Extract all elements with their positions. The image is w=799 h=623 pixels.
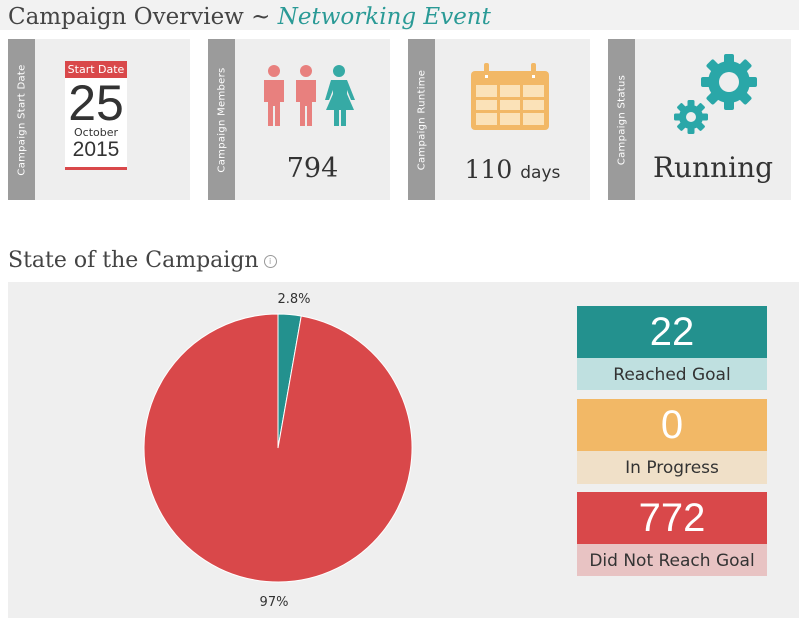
title-prefix: Campaign Overview ~ bbox=[8, 4, 278, 30]
members-card: Campaign Members 794 bbox=[208, 39, 390, 200]
runtime-tab: Campaign Runtime bbox=[408, 39, 435, 200]
start-day: 25 bbox=[68, 75, 124, 131]
runtime-card: Campaign Runtime 110 days bbox=[408, 39, 590, 200]
not-reached-label: Did Not Reach Goal bbox=[577, 544, 767, 576]
not-reached-count: 772 bbox=[577, 492, 767, 544]
reached-count: 22 bbox=[577, 306, 767, 358]
status-tab: Campaign Status bbox=[608, 39, 635, 200]
reached-label: Reached Goal bbox=[577, 358, 767, 390]
event-name: Networking Event bbox=[277, 4, 491, 30]
pie-label-reached: 2.8% bbox=[277, 292, 310, 307]
start-date-tab: Campaign Start Date bbox=[8, 39, 35, 200]
status-card: Campaign Status Running bbox=[608, 39, 791, 200]
status-value: Running bbox=[652, 151, 774, 184]
calendar-icon bbox=[471, 63, 549, 130]
calendar-date-icon: Start Date 25 October 2015 bbox=[65, 61, 127, 170]
members-tab: Campaign Members bbox=[208, 39, 235, 200]
start-month: October bbox=[73, 126, 119, 139]
info-icon[interactable]: i bbox=[263, 254, 277, 268]
start-date-card: Campaign Start Date Start Date 25 Octobe… bbox=[8, 39, 190, 200]
people-icon bbox=[264, 65, 355, 126]
gears-icon bbox=[674, 54, 757, 134]
start-year: 2015 bbox=[72, 138, 120, 161]
page-title: Campaign Overview ~ Networking Event bbox=[8, 4, 491, 32]
in-progress-label: In Progress bbox=[577, 451, 767, 484]
runtime-unit: days bbox=[520, 163, 561, 183]
pie-slice-did-not-reach-goal bbox=[143, 313, 413, 583]
state-title: State of the Campaign i bbox=[8, 248, 277, 273]
pie-label-not-reached: 97% bbox=[260, 595, 289, 610]
pie-chart: 2.8% 97% bbox=[143, 292, 413, 610]
members-count: 794 bbox=[286, 153, 339, 184]
in-progress-count: 0 bbox=[577, 399, 767, 451]
runtime-value: 110 days bbox=[464, 155, 561, 184]
header-bar bbox=[0, 0, 799, 30]
start-date-badge: Start Date bbox=[65, 61, 127, 78]
